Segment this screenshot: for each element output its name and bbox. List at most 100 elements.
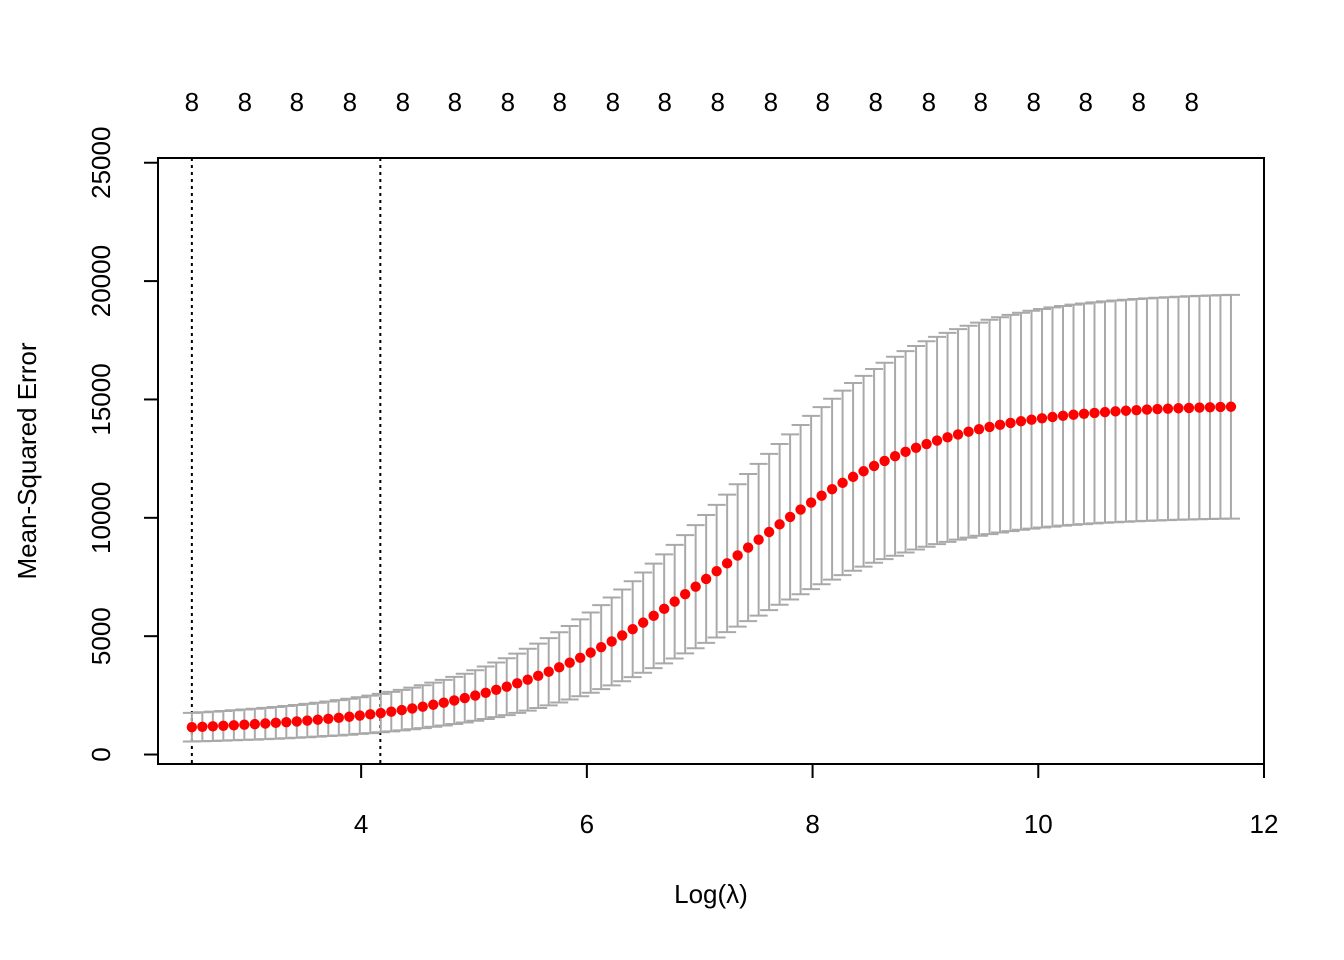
mse-point [1183, 402, 1195, 414]
top-count-label: 8 [343, 87, 357, 117]
mse-point [228, 720, 240, 731]
error-bars [182, 293, 1240, 743]
top-count-label: 8 [1185, 87, 1199, 117]
mse-point [1131, 404, 1142, 416]
mse-point [627, 623, 638, 635]
top-count-label: 8 [1027, 87, 1041, 117]
mse-point [753, 534, 764, 545]
x-axis-title: Log(λ) [674, 879, 748, 909]
mse-point [994, 419, 1006, 431]
mse-point [637, 617, 649, 628]
mse-point [407, 703, 418, 714]
top-count-label: 8 [501, 87, 515, 117]
y-axis: 0 5000 10000 15000 20000 25000 [86, 127, 159, 762]
top-count-label: 8 [290, 87, 304, 117]
top-count-label: 8 [922, 87, 936, 117]
x-tick-label: 6 [580, 809, 594, 839]
y-tick-label: 15000 [86, 363, 116, 435]
mse-point [438, 697, 449, 708]
top-count-label: 8 [185, 87, 199, 117]
mse-point [459, 692, 470, 704]
mse-point [375, 707, 386, 719]
mse-point [564, 657, 575, 668]
mse-point [260, 718, 271, 729]
mse-point [900, 446, 911, 458]
mse-point [837, 477, 848, 489]
top-count-label: 8 [657, 87, 671, 117]
plot-frame [157, 157, 1265, 765]
mse-point [711, 565, 722, 577]
top-count-label: 8 [1078, 87, 1092, 117]
mse-point [491, 684, 502, 696]
mse-point [501, 681, 512, 692]
mse-point [312, 714, 324, 725]
mse-point [354, 710, 365, 721]
mse-point [984, 421, 995, 433]
y-tick-label: 25000 [86, 127, 116, 199]
top-count-label: 8 [606, 87, 620, 117]
mse-point [595, 641, 607, 653]
mse-point [396, 704, 407, 716]
mse-point [417, 701, 428, 712]
mse-point [1099, 406, 1111, 418]
x-axis: 4 6 8 10 12 [354, 763, 1279, 839]
mse-point [1225, 401, 1237, 412]
mse-point [333, 712, 344, 724]
mse-point [1036, 413, 1048, 424]
mse-point [428, 699, 439, 710]
mse-point [669, 596, 680, 607]
mse-point [700, 573, 712, 585]
mse-point [648, 610, 659, 622]
mse-point [879, 455, 890, 467]
mse-point [1057, 410, 1069, 422]
mse-point [480, 687, 491, 698]
mse-point [1078, 408, 1090, 419]
mse-point [218, 720, 229, 731]
x-tick-label: 12 [1250, 809, 1279, 839]
top-count-label: 8 [553, 87, 567, 117]
mse-point [1215, 401, 1226, 413]
mse-point [1015, 416, 1027, 427]
mse-point [763, 526, 775, 538]
mse-point [679, 589, 691, 600]
mse-point [858, 466, 869, 477]
mse-point [1068, 409, 1079, 420]
mse-point [742, 542, 754, 553]
top-count-label: 8 [815, 87, 829, 117]
mse-point [795, 504, 806, 515]
mse-point [889, 451, 901, 462]
mse-point [323, 713, 334, 724]
mse-point [868, 460, 880, 472]
mse-point [1194, 402, 1205, 413]
mse-point [585, 647, 596, 658]
mse-point [512, 678, 523, 689]
mse-point [1110, 406, 1121, 417]
mse-point [721, 558, 733, 569]
mse-point [249, 718, 261, 730]
mse-point [921, 438, 932, 450]
mse-point [554, 662, 565, 673]
mse-point [522, 674, 533, 685]
mse-point [1141, 404, 1153, 415]
mse-point [291, 716, 303, 727]
top-count-label: 8 [869, 87, 883, 117]
mse-point [533, 670, 544, 682]
mse-point [302, 715, 313, 726]
mse-point [690, 581, 701, 592]
mse-points [186, 401, 1237, 733]
mse-point [1089, 407, 1100, 419]
y-tick-label: 5000 [86, 607, 116, 665]
mse-point [805, 497, 817, 508]
top-axis-counts: 8 8 8 8 8 8 8 8 8 8 8 8 8 8 8 8 8 8 8 8 [185, 87, 1199, 117]
x-tick-label: 4 [354, 809, 368, 839]
mse-point [386, 706, 397, 717]
mse-point [281, 716, 292, 728]
y-axis-title: Mean-Squared Error [12, 342, 42, 579]
y-tick-label: 10000 [86, 482, 116, 554]
mse-point [207, 721, 219, 732]
mse-point [449, 695, 460, 706]
mse-point [931, 435, 943, 446]
mse-point [239, 719, 250, 730]
top-count-label: 8 [1131, 87, 1145, 117]
